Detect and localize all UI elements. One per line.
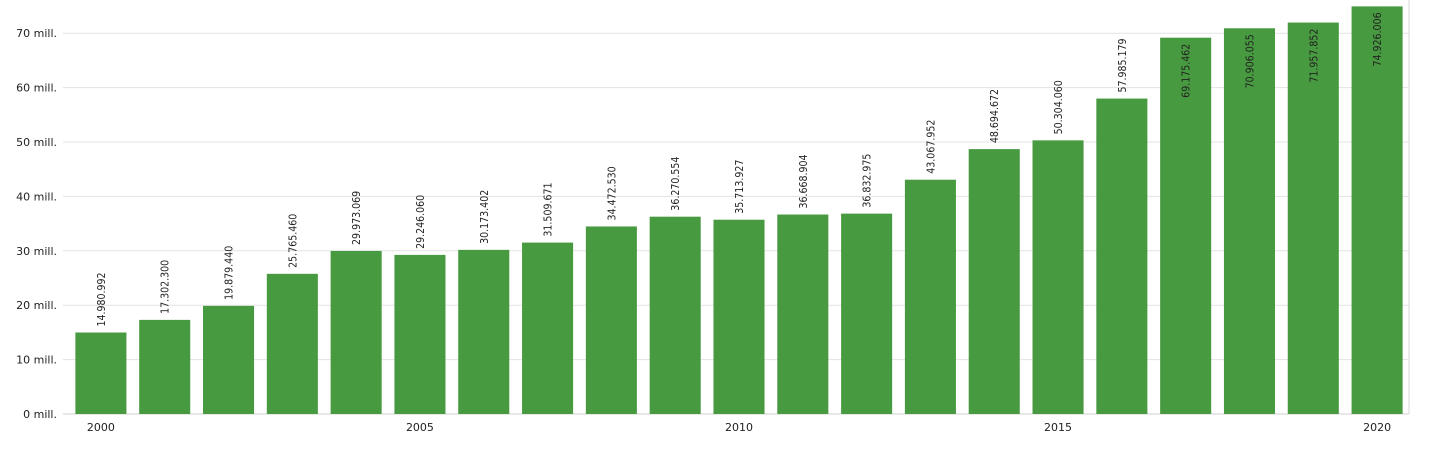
bar[interactable] — [1096, 98, 1148, 415]
y-tick-label: 60 mill. — [16, 82, 57, 95]
bar[interactable] — [458, 249, 510, 414]
bar[interactable] — [394, 254, 446, 414]
data-labels-layer: 14.980.992 17.302.300 19.879.440 25.765.460… — [96, 12, 1384, 326]
y-tick-label: 70 mill. — [16, 27, 57, 40]
data-label: 19.879.440 — [224, 246, 236, 300]
x-tick-label: 2015 — [1044, 421, 1072, 434]
bar[interactable] — [777, 214, 829, 414]
bar[interactable] — [330, 250, 382, 414]
y-tick-label: 20 mill. — [16, 299, 57, 312]
data-label: 36.270.554 — [670, 157, 682, 211]
x-tick-label: 2010 — [725, 421, 753, 434]
x-axis: 2000 2005 2010 2015 2020 — [87, 421, 1391, 434]
bar[interactable] — [203, 305, 255, 414]
data-label: 70.906.055 — [1244, 34, 1256, 88]
bar[interactable] — [841, 213, 893, 414]
data-label: 48.694.672 — [989, 89, 1001, 143]
bar[interactable] — [1351, 6, 1403, 415]
data-label: 36.668.904 — [798, 154, 810, 208]
bar[interactable] — [266, 273, 318, 414]
y-tick-label: 10 mill. — [16, 354, 57, 367]
x-tick-label: 2000 — [87, 421, 115, 434]
y-axis: 0 mill. 10 mill. 20 mill. 30 mill. 40 mill. 5… — [16, 27, 57, 421]
data-label: 36.832.975 — [862, 154, 874, 208]
bar[interactable] — [649, 216, 701, 414]
y-tick-label: 30 mill. — [16, 245, 57, 258]
data-label: 17.302.300 — [160, 260, 172, 314]
bar[interactable] — [522, 242, 574, 414]
data-label: 31.509.671 — [543, 183, 555, 237]
data-label: 14.980.992 — [96, 272, 108, 326]
data-label: 30.173.402 — [479, 190, 491, 244]
bar[interactable] — [1160, 37, 1212, 414]
x-tick-label: 2005 — [406, 421, 434, 434]
bar[interactable] — [1287, 22, 1339, 414]
bar[interactable] — [1032, 140, 1084, 414]
bar[interactable] — [904, 179, 956, 414]
data-label: 71.957.852 — [1308, 29, 1320, 83]
data-label: 57.985.179 — [1117, 38, 1129, 92]
y-tick-label: 50 mill. — [16, 136, 57, 149]
x-tick-label: 2020 — [1363, 421, 1391, 434]
data-label: 69.175.462 — [1181, 44, 1193, 98]
bar[interactable] — [139, 319, 191, 414]
data-label: 29.973.069 — [351, 191, 363, 245]
data-label: 35.713.927 — [734, 160, 746, 214]
bars-layer — [75, 6, 1403, 415]
y-tick-label: 0 mill. — [23, 408, 57, 421]
bar[interactable] — [585, 226, 637, 414]
data-label: 43.067.952 — [925, 120, 937, 174]
data-label: 25.765.460 — [287, 214, 299, 268]
bar[interactable] — [968, 149, 1020, 414]
data-label: 34.472.530 — [606, 166, 618, 220]
data-label: 50.304.060 — [1053, 80, 1065, 134]
bar[interactable] — [713, 219, 765, 414]
y-tick-label: 40 mill. — [16, 190, 57, 203]
data-label: 74.926.006 — [1372, 12, 1384, 66]
bar[interactable] — [1223, 28, 1275, 415]
bar[interactable] — [75, 332, 127, 414]
data-label: 29.246.060 — [415, 195, 427, 249]
